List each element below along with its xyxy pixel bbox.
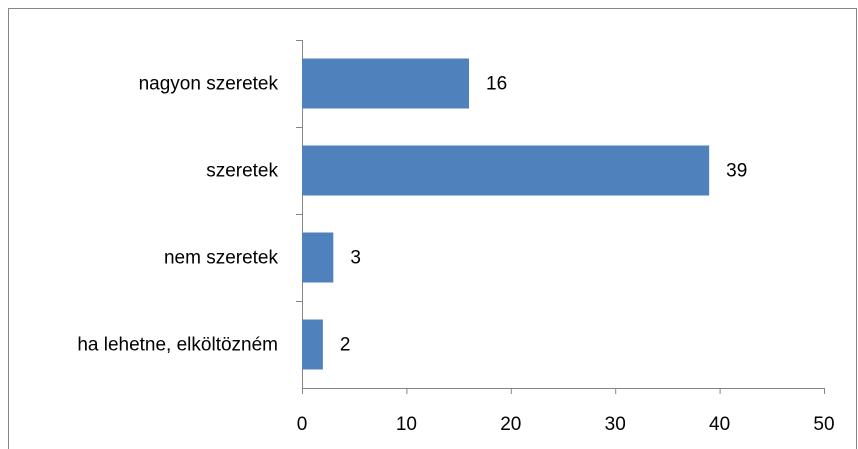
bar (302, 58, 470, 109)
y-tick-label: szeretek (206, 161, 278, 182)
y-tick-label: ha lehetne, elköltözném (77, 335, 278, 356)
y-tick-label: nagyon szeretek (139, 74, 279, 95)
y-tick-label: nem szeretek (164, 248, 279, 269)
data-label: 3 (350, 248, 361, 269)
x-tick-label: 10 (396, 414, 417, 435)
data-label: 16 (486, 74, 507, 95)
x-tick-label: 50 (813, 414, 834, 435)
x-tick-label: 40 (709, 414, 730, 435)
x-tick-label: 20 (500, 414, 521, 435)
data-label: 39 (726, 161, 747, 182)
chart-border (8, 8, 857, 449)
x-tick-label: 0 (297, 414, 308, 435)
x-tick-label: 30 (605, 414, 626, 435)
bar (302, 319, 323, 370)
bar (302, 232, 334, 283)
bar (302, 145, 710, 196)
data-label: 2 (340, 335, 351, 356)
